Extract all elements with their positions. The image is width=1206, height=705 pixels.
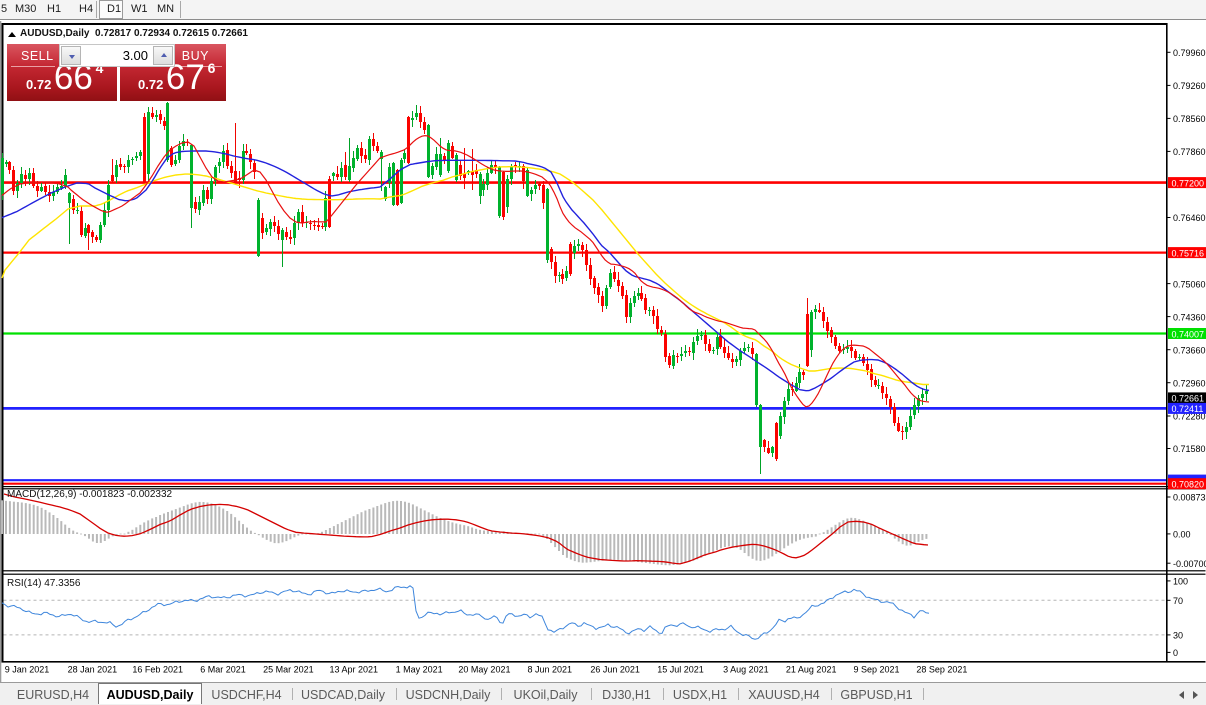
- svg-text:0.70820: 0.70820: [1172, 480, 1205, 490]
- svg-text:0.008739: 0.008739: [1173, 493, 1206, 503]
- svg-text:9 Jan 2021: 9 Jan 2021: [5, 665, 50, 675]
- svg-text:1 May 2021: 1 May 2021: [396, 665, 443, 675]
- svg-text:0.00: 0.00: [1173, 530, 1191, 540]
- svg-text:0.75060: 0.75060: [1173, 279, 1206, 289]
- svg-text:0.78560: 0.78560: [1173, 114, 1206, 124]
- svg-text:0.72661: 0.72661: [1172, 394, 1205, 404]
- svg-text:0.77860: 0.77860: [1173, 147, 1206, 157]
- svg-text:16 Feb 2021: 16 Feb 2021: [132, 665, 183, 675]
- svg-text:13 Apr 2021: 13 Apr 2021: [329, 665, 378, 675]
- svg-text:0.76460: 0.76460: [1173, 213, 1206, 223]
- svg-text:28 Sep 2021: 28 Sep 2021: [916, 665, 967, 675]
- svg-text:0.79260: 0.79260: [1173, 81, 1206, 91]
- svg-text:0.72960: 0.72960: [1173, 378, 1206, 388]
- svg-text:0.75716: 0.75716: [1172, 248, 1205, 258]
- svg-text:21 Aug 2021: 21 Aug 2021: [786, 665, 837, 675]
- svg-text:0.71580: 0.71580: [1173, 444, 1206, 454]
- svg-text:25 Mar 2021: 25 Mar 2021: [263, 665, 314, 675]
- svg-text:3 Aug 2021: 3 Aug 2021: [723, 665, 769, 675]
- svg-text:0.74360: 0.74360: [1173, 312, 1206, 322]
- svg-text:100: 100: [1173, 577, 1188, 587]
- svg-text:0.72280: 0.72280: [1173, 412, 1206, 422]
- svg-text:0.73660: 0.73660: [1173, 345, 1206, 355]
- svg-text:6 Mar 2021: 6 Mar 2021: [200, 665, 246, 675]
- svg-text:0.77200: 0.77200: [1172, 178, 1205, 188]
- svg-text:0.72411: 0.72411: [1172, 404, 1204, 414]
- svg-text:20 May 2021: 20 May 2021: [458, 665, 510, 675]
- svg-text:0.79960: 0.79960: [1173, 48, 1206, 58]
- svg-text:70: 70: [1173, 596, 1183, 606]
- svg-text:26 Jun 2021: 26 Jun 2021: [590, 665, 640, 675]
- svg-text:-0.00700: -0.00700: [1173, 559, 1206, 569]
- svg-text:15 Jul 2021: 15 Jul 2021: [657, 665, 704, 675]
- svg-text:9 Sep 2021: 9 Sep 2021: [854, 665, 900, 675]
- svg-text:0: 0: [1173, 648, 1178, 658]
- svg-text:30: 30: [1173, 631, 1183, 641]
- svg-text:8 Jun 2021: 8 Jun 2021: [528, 665, 573, 675]
- svg-text:28 Jan 2021: 28 Jan 2021: [68, 665, 118, 675]
- svg-text:0.74007: 0.74007: [1172, 329, 1205, 339]
